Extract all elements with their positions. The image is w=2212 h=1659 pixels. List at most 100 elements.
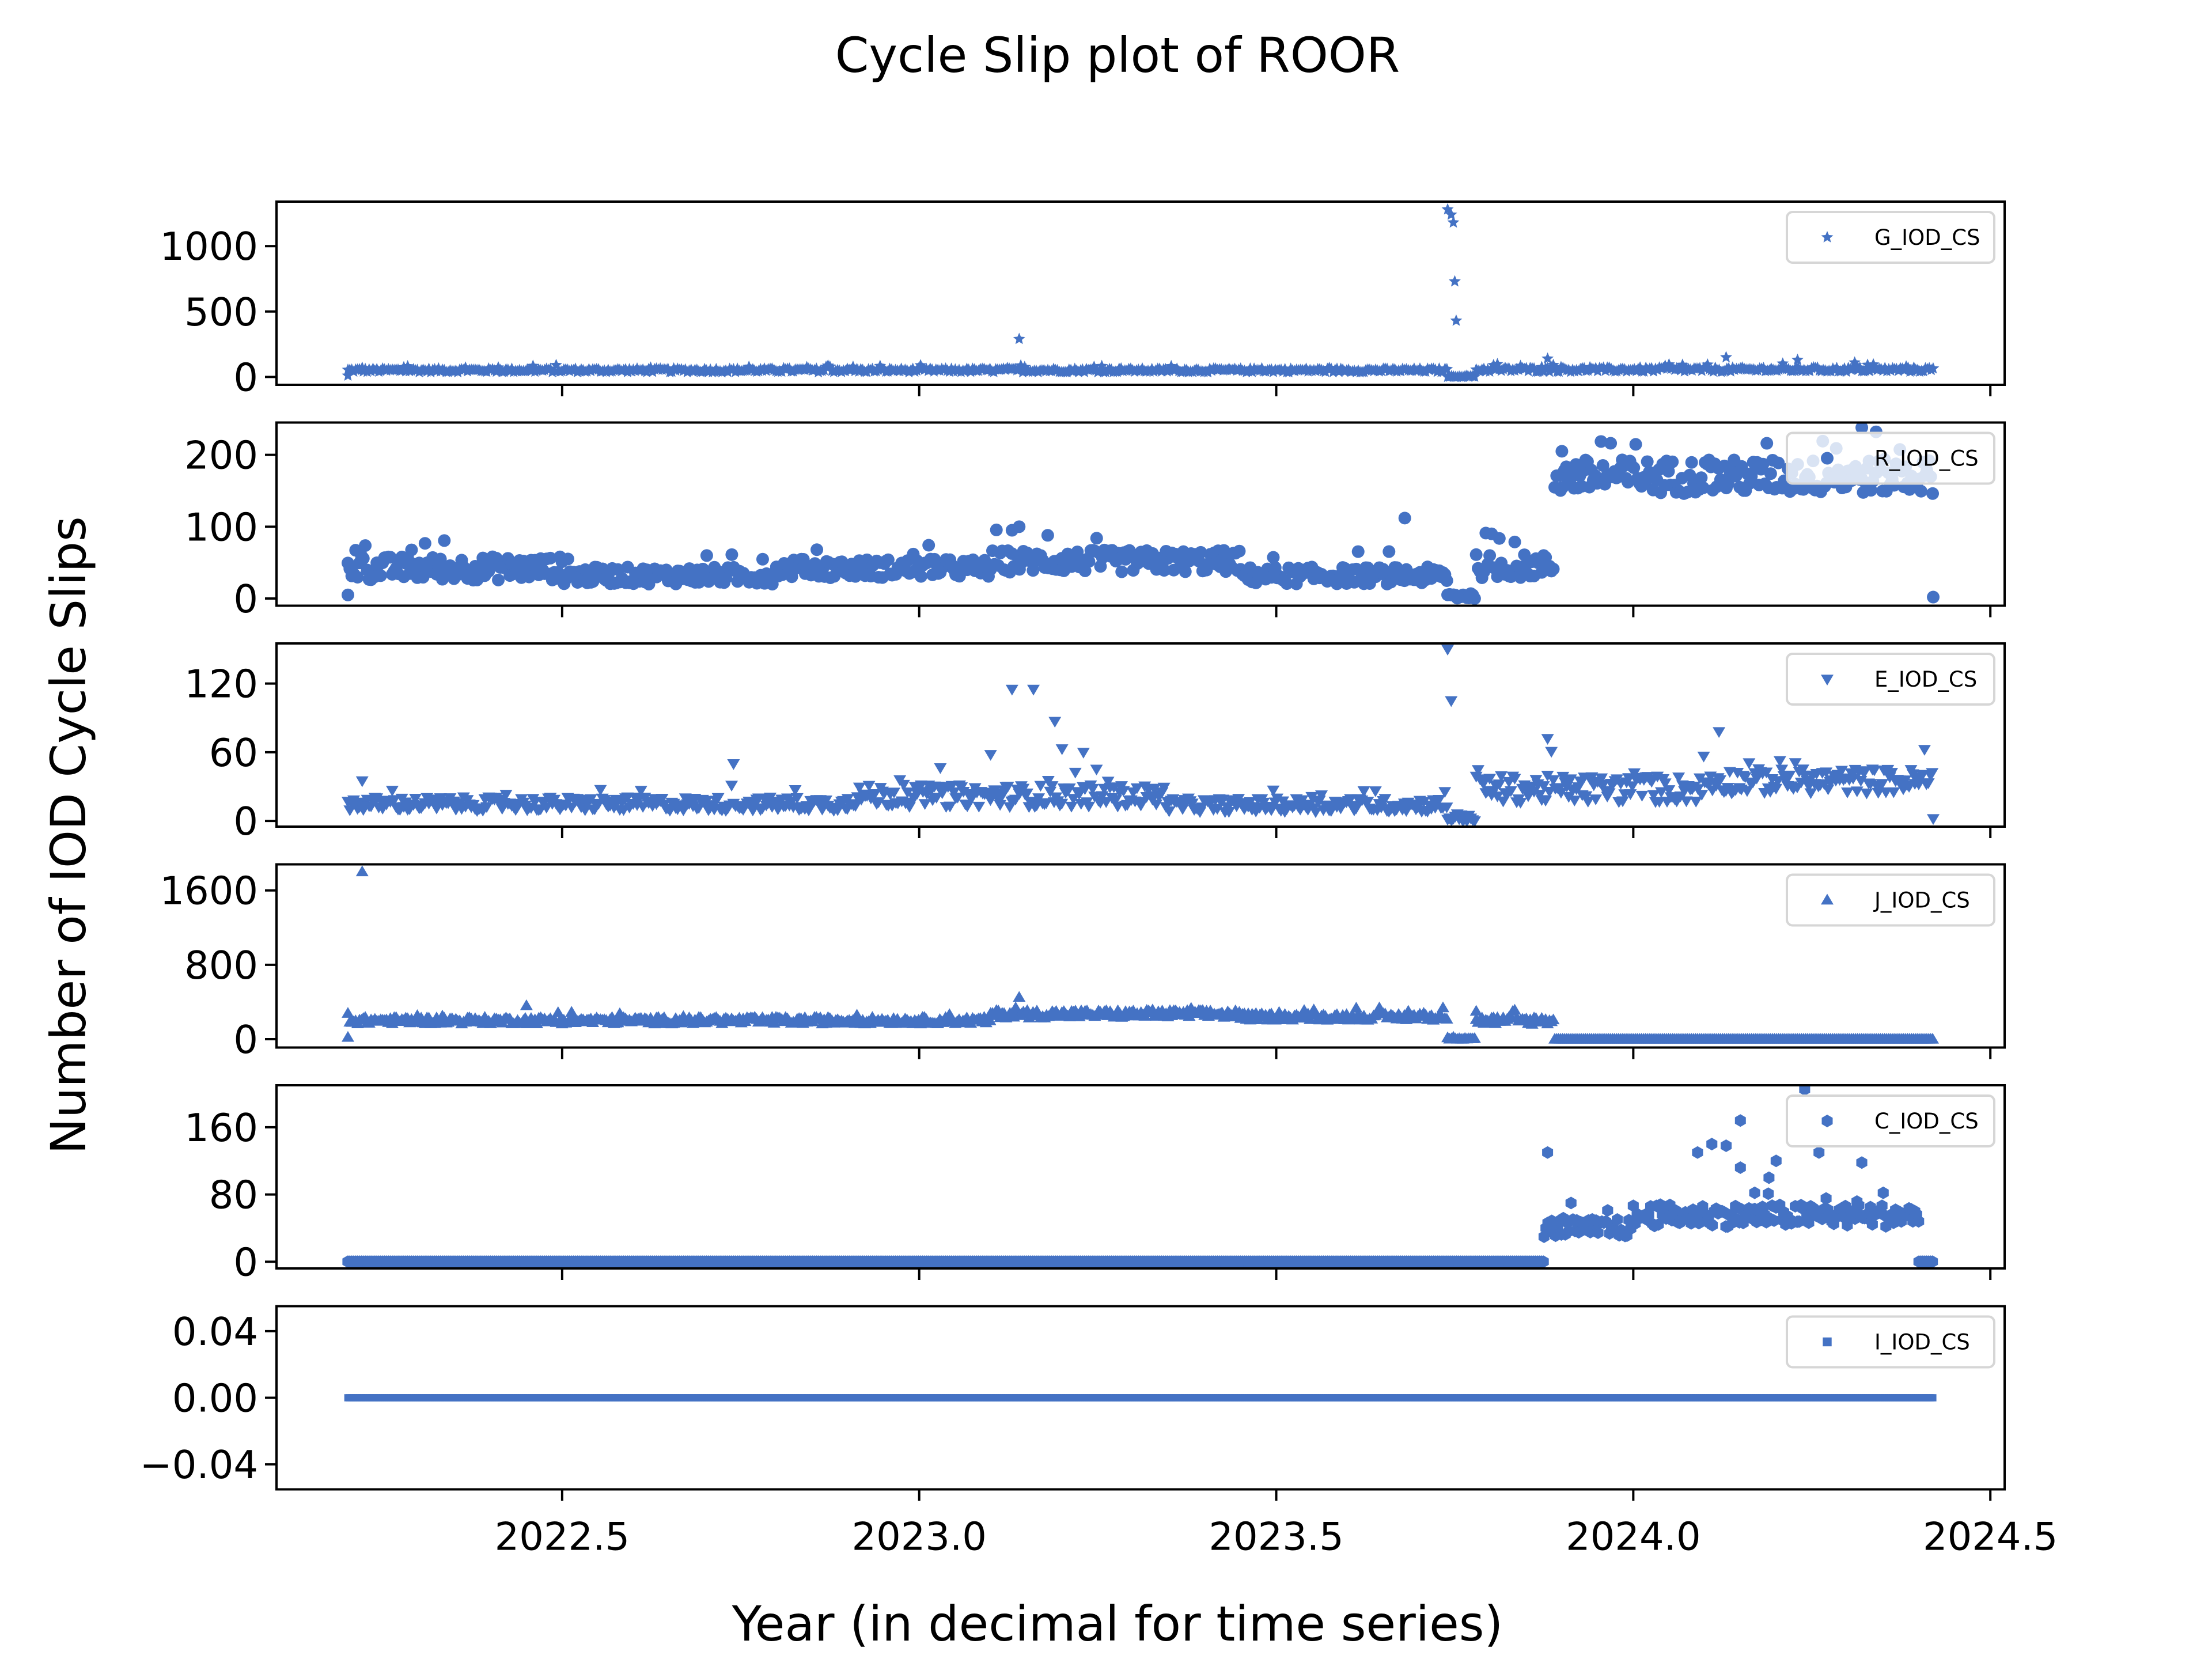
data-point <box>634 786 647 797</box>
data-point <box>1441 645 1455 656</box>
data-point <box>384 551 397 564</box>
data-point <box>725 781 738 792</box>
series-g-iod-cs <box>342 203 1940 382</box>
data-point <box>1856 1156 1868 1169</box>
data-point <box>914 570 927 583</box>
data-point <box>480 802 493 813</box>
data-point <box>789 785 802 796</box>
data-point <box>1695 471 1708 484</box>
data-point <box>1065 801 1078 813</box>
data-point <box>1471 765 1484 776</box>
data-point <box>934 763 947 774</box>
data-point <box>594 785 607 796</box>
data-point <box>711 793 725 804</box>
data-point <box>1046 781 1059 792</box>
data-point <box>1605 362 1618 374</box>
legend-box <box>1786 211 1995 264</box>
data-point <box>1645 777 1658 788</box>
data-point <box>1692 1146 1703 1159</box>
axes-frame <box>275 421 2006 607</box>
data-point <box>656 794 669 805</box>
data-point <box>951 793 964 804</box>
data-point <box>1672 772 1685 783</box>
data-point <box>1545 747 1558 758</box>
data-point <box>868 789 881 800</box>
data-point <box>341 588 354 601</box>
data-point <box>1926 768 1939 779</box>
data-point <box>492 573 505 586</box>
data-point <box>994 800 1007 811</box>
data-point <box>1096 791 1109 802</box>
data-point <box>1627 461 1641 475</box>
data-point <box>1277 796 1290 808</box>
data-point <box>1553 365 1565 377</box>
data-point <box>802 805 815 816</box>
data-point <box>704 363 717 375</box>
data-point <box>1853 1199 1865 1212</box>
data-point <box>1589 794 1603 805</box>
legend-label: G_IOD_CS <box>1874 225 1980 250</box>
data-point <box>1713 727 1726 738</box>
data-point <box>1468 1032 1481 1043</box>
x-axis-label: Year (in decimal for time series) <box>732 1596 1503 1652</box>
data-point <box>700 549 713 562</box>
data-point <box>1927 590 1940 604</box>
y-tick-label: 1600 <box>160 869 258 914</box>
data-point <box>1858 767 1872 778</box>
data-point <box>1662 785 1676 796</box>
data-point <box>944 801 957 813</box>
data-point <box>1528 786 1541 798</box>
data-point <box>1849 356 1861 368</box>
legend: J_IOD_CS <box>1786 873 1995 927</box>
data-point <box>1722 477 1735 490</box>
data-point <box>1595 773 1608 785</box>
data-point <box>1271 793 1284 805</box>
data-point <box>355 865 369 877</box>
data-point <box>343 805 357 816</box>
legend: G_IOD_CS <box>1786 211 1995 264</box>
data-point <box>1445 208 1457 220</box>
data-point <box>388 795 401 806</box>
data-point <box>1876 779 1889 790</box>
data-point <box>1493 779 1506 790</box>
data-point <box>1157 782 1171 794</box>
data-point <box>1635 790 1649 802</box>
data-point <box>1073 789 1086 801</box>
data-point <box>402 359 414 372</box>
data-point <box>1740 786 1753 797</box>
data-point <box>1547 1013 1560 1025</box>
series-j-iod-cs <box>341 865 1940 1044</box>
legend-box <box>1786 431 1995 485</box>
y-tick-label: 0 <box>233 1240 258 1285</box>
data-point <box>1581 797 1594 808</box>
data-point <box>1690 797 1703 808</box>
data-point <box>1013 332 1025 344</box>
y-tick-label: 160 <box>184 1105 258 1150</box>
data-point <box>1841 787 1854 798</box>
axes-frame <box>275 200 2006 386</box>
data-point <box>1211 804 1224 815</box>
data-point <box>1541 734 1554 745</box>
data-point <box>1745 469 1758 483</box>
data-point <box>756 552 769 566</box>
data-point <box>1592 1226 1604 1239</box>
data-point <box>1691 784 1705 795</box>
data-point <box>853 782 866 794</box>
data-point <box>1233 544 1246 558</box>
data-point <box>700 796 713 807</box>
y-tick-label: 0 <box>233 355 258 400</box>
data-point <box>1908 361 1920 373</box>
data-point <box>990 523 1003 536</box>
data-point <box>544 551 557 565</box>
data-point <box>1440 802 1453 813</box>
data-point <box>1117 786 1130 797</box>
data-point <box>1382 545 1396 558</box>
data-point <box>1695 790 1709 801</box>
data-point <box>1641 455 1654 468</box>
data-point <box>1596 459 1609 472</box>
data-point <box>1913 1215 1925 1228</box>
data-point <box>1374 802 1388 814</box>
data-point <box>1194 546 1207 559</box>
data-point <box>1922 778 1935 789</box>
